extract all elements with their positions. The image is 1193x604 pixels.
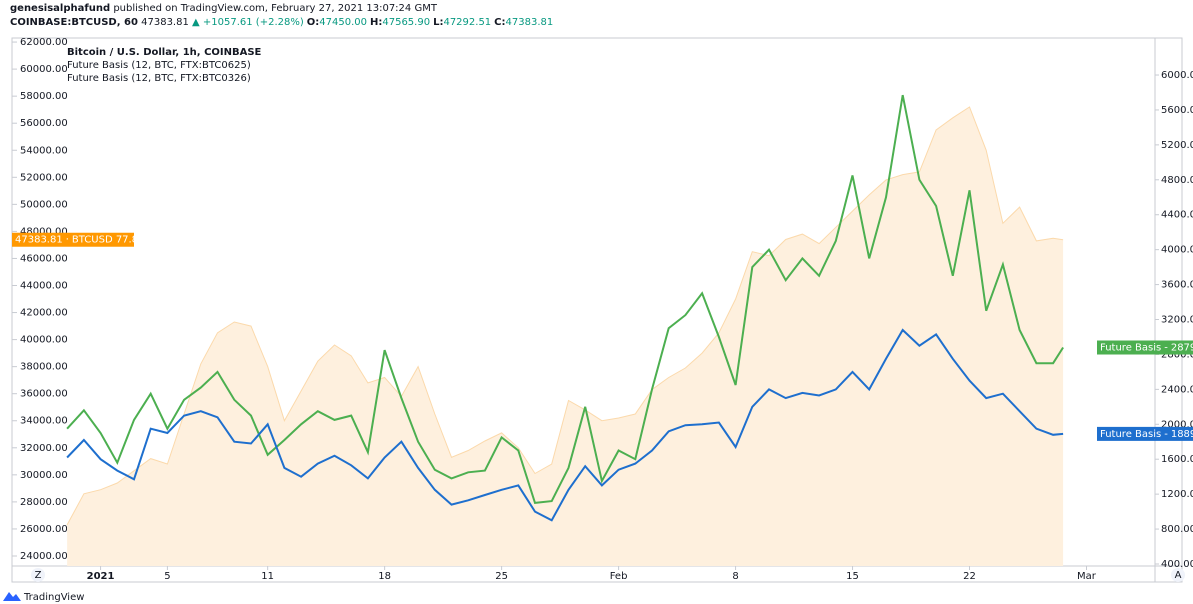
logo <box>3 592 21 601</box>
y-tick-label: 40000.00 <box>20 335 68 346</box>
y2-tick-label: 5600.00 <box>1161 105 1193 116</box>
y2-tick-label: 2000.00 <box>1161 419 1193 430</box>
area-line <box>66 106 1064 526</box>
change: ▲ +1057.61 (+2.28%) <box>192 17 304 28</box>
ohlc-key: C: <box>494 17 505 28</box>
y-tick-label: 36000.00 <box>20 389 68 400</box>
y2-tick-label: 4000.00 <box>1161 245 1193 256</box>
y-tick-label: 30000.00 <box>20 470 68 481</box>
y2-tick-label: 5200.00 <box>1161 140 1193 151</box>
y-tick-label: 42000.00 <box>20 308 68 319</box>
legend-item: Future Basis (12, BTC, FTX:BTC0625) <box>67 60 251 71</box>
chart-frame <box>11 37 1183 583</box>
footer: TradingView <box>23 592 84 603</box>
y2-tick-label: 1200.00 <box>1161 489 1193 500</box>
y-tick-label: 50000.00 <box>20 199 68 210</box>
auto-button-label[interactable]: A <box>1175 570 1182 581</box>
ohlc-value: 47565.90 <box>382 17 430 28</box>
ohlc-key: O: <box>307 17 320 28</box>
price-tag: Future Basis-1889.97 <box>1097 426 1193 441</box>
y-tick-label: 48000.00 <box>20 226 68 237</box>
x-tick-label: 15 <box>846 571 859 582</box>
y-tick-label: 24000.00 <box>20 551 68 562</box>
price-tag-value: 2879.34 <box>1171 343 1193 354</box>
price-tag-text: Future Basis-1889.97 <box>1100 429 1193 440</box>
ohlc-value: 47383.81 <box>506 17 554 28</box>
y2-tick-label: 4400.00 <box>1161 210 1193 221</box>
y-tick-label: 54000.00 <box>20 145 68 156</box>
x-tick-label: 22 <box>963 571 976 582</box>
y2-tick-label: 1600.00 <box>1161 454 1193 465</box>
y-tick-label: 60000.00 <box>20 64 68 75</box>
price-tag-bg <box>12 232 134 247</box>
y2-tick-label: 2400.00 <box>1161 384 1193 395</box>
published: published on TradingView.com, February 2… <box>113 3 438 14</box>
y2-tick-label: 400.00 <box>1161 559 1193 570</box>
x-tick-label: Mar <box>1077 571 1097 582</box>
author: genesisalphafund <box>10 3 110 14</box>
y-tick-label: 34000.00 <box>20 416 68 427</box>
y-tick-label: 26000.00 <box>20 524 68 535</box>
price-tag-text: Future Basis-2879.34 <box>1100 343 1193 354</box>
zoom-button-label[interactable]: Z <box>35 570 42 581</box>
y-tick-label: 58000.00 <box>20 91 68 102</box>
y-tick-label: 28000.00 <box>20 497 68 508</box>
price-tag-bg <box>1097 340 1193 355</box>
x-tick-label: 5 <box>164 571 170 582</box>
auto-button[interactable] <box>1171 568 1185 582</box>
area <box>67 107 1064 566</box>
price-tag-value: 47383.81 <box>15 235 63 246</box>
price-tag-sep: - <box>1164 343 1168 354</box>
y-tick-label: 32000.00 <box>20 443 68 454</box>
zoom-button[interactable] <box>31 568 45 582</box>
price-tag-name: Future Basis <box>1100 343 1161 354</box>
y-tick-label: 56000.00 <box>20 118 68 129</box>
x-tick-label: 11 <box>261 571 274 582</box>
quote-line: COINBASE:BTCUSD, 60 47383.81 ▲ +1057.61 … <box>10 17 553 28</box>
legend-item: Future Basis (12, BTC, FTX:BTC0326) <box>67 73 251 84</box>
price-tag-bg <box>1097 426 1193 441</box>
price-tag-value: 1889.97 <box>1171 429 1193 440</box>
price-tag-sep: - <box>1164 429 1168 440</box>
x-tick-label: 2021 <box>87 571 115 582</box>
price-tag-name: Future Basis <box>1100 429 1161 440</box>
y-tick-label: 44000.00 <box>20 281 68 292</box>
overlay: 400.00 800.00 1200.00 1600.00 2000.00 2400.00… <box>12 70 1193 582</box>
series-line <box>66 328 1064 522</box>
series-line <box>66 94 1064 504</box>
y2-tick-label: 4800.00 <box>1161 175 1193 186</box>
x-tick-label: 25 <box>495 571 508 582</box>
x-tick-label: 18 <box>378 571 391 582</box>
symbol: COINBASE:BTCUSD, 60 <box>10 17 138 28</box>
plot: 24000.00 26000.00 28000.00 30000.00 32000.00… <box>12 37 1064 566</box>
y-tick-label: 62000.00 <box>20 37 68 48</box>
last-price: 47383.81 <box>141 17 189 28</box>
ohlc-value: 47450.00 <box>319 17 367 28</box>
ohlc-key: H: <box>370 17 382 28</box>
price-tag-name: BTCUSD 77.88% <box>72 235 154 246</box>
x-tick-label: Feb <box>610 571 628 582</box>
y-tick-label: 38000.00 <box>20 362 68 373</box>
price-tag-sep: · <box>66 235 69 246</box>
ohlc-key: L: <box>433 17 443 28</box>
y2-tick-label: 800.00 <box>1161 524 1193 535</box>
legend-main: Bitcoin / U.S. Dollar, 1h, COINBASE <box>67 47 262 58</box>
y-tick-label: 46000.00 <box>20 253 68 264</box>
y-tick-label: 52000.00 <box>20 172 68 183</box>
x-tick-label: 8 <box>732 571 738 582</box>
price-tag: Future Basis-2879.34 <box>1097 340 1193 355</box>
y2-tick-label: 3600.00 <box>1161 280 1193 291</box>
ohlc-value: 47292.51 <box>443 17 491 28</box>
y2-tick-label: 2800.00 <box>1161 349 1193 360</box>
y2-tick-label: 6000.00 <box>1161 70 1193 81</box>
y2-tick-label: 3200.00 <box>1161 315 1193 326</box>
price-tag: 47383.81 · BTCUSD 77.88% <box>12 232 154 247</box>
price-tag-text: 47383.81 · BTCUSD 77.88% <box>15 235 154 246</box>
publish-line: genesisalphafund published on TradingVie… <box>10 3 438 14</box>
